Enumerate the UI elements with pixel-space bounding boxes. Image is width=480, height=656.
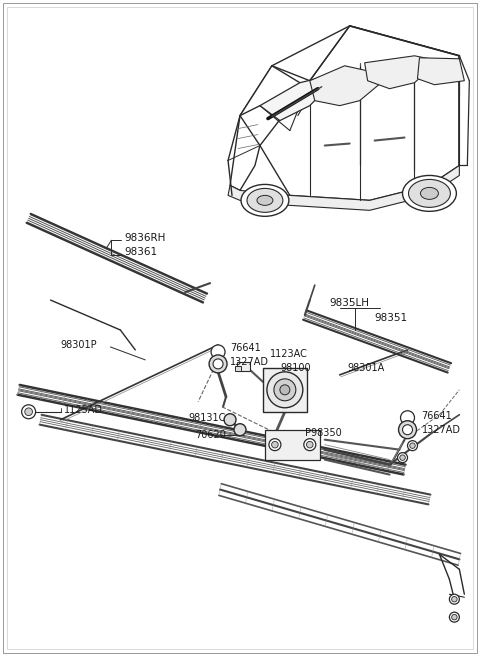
Text: 76641: 76641 xyxy=(230,343,261,353)
Text: 1327AD: 1327AD xyxy=(230,357,269,367)
Circle shape xyxy=(397,453,408,462)
Circle shape xyxy=(304,439,316,451)
Circle shape xyxy=(234,424,246,436)
Polygon shape xyxy=(260,26,459,200)
Circle shape xyxy=(213,359,223,369)
Text: 9836RH: 9836RH xyxy=(124,234,166,243)
Text: 98100: 98100 xyxy=(280,363,311,373)
Text: 98131C: 98131C xyxy=(188,413,226,422)
Bar xyxy=(237,362,250,371)
Circle shape xyxy=(267,372,303,408)
Text: 1125AD: 1125AD xyxy=(63,405,103,415)
Polygon shape xyxy=(260,73,342,121)
Ellipse shape xyxy=(247,188,283,213)
Circle shape xyxy=(211,345,225,359)
Text: 70620: 70620 xyxy=(195,430,226,440)
Polygon shape xyxy=(270,26,459,125)
Ellipse shape xyxy=(408,180,450,207)
Polygon shape xyxy=(418,58,464,85)
Circle shape xyxy=(452,615,457,620)
Text: 98301A: 98301A xyxy=(348,363,385,373)
Text: 98361: 98361 xyxy=(124,247,157,257)
Text: 1327AD: 1327AD xyxy=(421,424,460,435)
Circle shape xyxy=(398,420,417,439)
Bar xyxy=(235,366,241,371)
Circle shape xyxy=(224,414,236,426)
Text: 98301P: 98301P xyxy=(60,340,97,350)
Circle shape xyxy=(307,441,313,448)
Circle shape xyxy=(410,443,415,449)
Circle shape xyxy=(400,411,415,424)
Bar xyxy=(263,368,307,412)
Ellipse shape xyxy=(241,184,289,216)
Circle shape xyxy=(449,594,459,604)
Circle shape xyxy=(452,596,457,602)
Circle shape xyxy=(272,441,278,448)
Circle shape xyxy=(269,439,281,451)
Text: 1123AC: 1123AC xyxy=(270,349,308,359)
Circle shape xyxy=(22,405,36,419)
Text: P98350: P98350 xyxy=(305,428,342,438)
Polygon shape xyxy=(310,66,390,106)
Circle shape xyxy=(25,408,33,416)
Circle shape xyxy=(274,379,296,401)
Text: 9835LH: 9835LH xyxy=(330,298,370,308)
Polygon shape xyxy=(365,56,439,89)
Bar xyxy=(265,430,320,460)
Text: 76641: 76641 xyxy=(421,411,452,420)
Ellipse shape xyxy=(420,188,438,199)
Circle shape xyxy=(280,385,290,395)
Polygon shape xyxy=(240,66,310,146)
Polygon shape xyxy=(228,165,459,211)
Ellipse shape xyxy=(257,195,273,205)
Polygon shape xyxy=(230,66,272,190)
Circle shape xyxy=(400,455,405,461)
Circle shape xyxy=(449,612,459,622)
Circle shape xyxy=(209,355,227,373)
Circle shape xyxy=(408,441,418,451)
Text: 98351: 98351 xyxy=(374,313,408,323)
Ellipse shape xyxy=(403,175,456,211)
Circle shape xyxy=(403,424,412,435)
